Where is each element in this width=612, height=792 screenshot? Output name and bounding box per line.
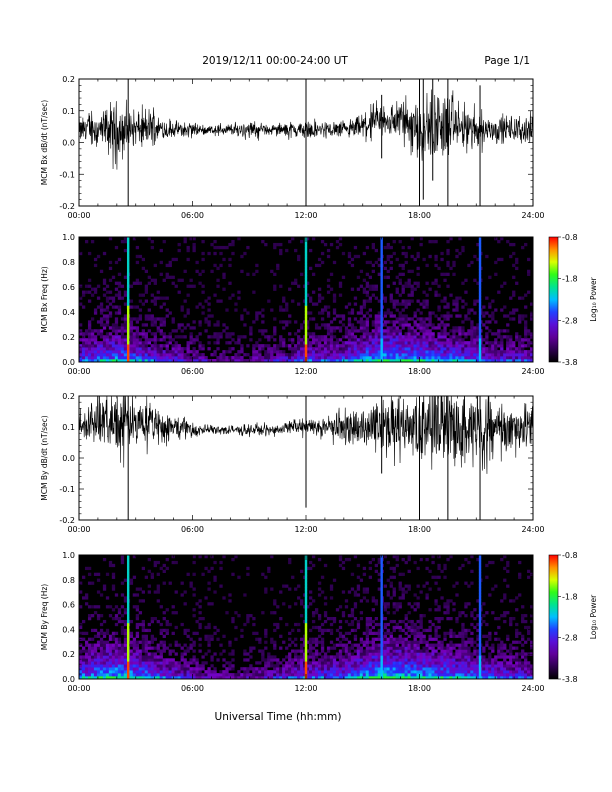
spike-2	[304, 237, 308, 363]
x-tick-label: 06:00	[181, 684, 204, 693]
heatmap-cells	[79, 555, 534, 680]
y-axis: -0.2 -0.1 0.0 0.1 0.2	[59, 75, 533, 211]
colorbar-tick-label: -3.8	[562, 358, 578, 367]
x-tick-label: 12:00	[294, 367, 317, 376]
x-tick-label: 12:00	[294, 525, 317, 534]
x-axis: 00:00 06:00 12:00 18:00 24:00	[67, 237, 545, 376]
x-tick-label: 24:00	[521, 684, 544, 693]
x-tick-label: 12:00	[294, 211, 317, 220]
y-tick-label: 0.0	[62, 139, 75, 148]
y-tick-label: 1.0	[62, 233, 75, 242]
y-tick-label: 0.8	[62, 258, 75, 267]
colorbar-tick-label: -2.8	[562, 316, 578, 325]
y-axis-label: MCM Bx Freq (Hz)	[40, 266, 49, 332]
y-axis-label: MCM By Freq (Hz)	[40, 584, 49, 650]
y-tick-label: 0.8	[62, 576, 75, 585]
y-tick-label: 0.2	[62, 650, 75, 659]
x-tick-label: 24:00	[521, 525, 544, 534]
y-tick-label: 0.4	[62, 308, 75, 317]
x-tick-label: 12:00	[294, 684, 317, 693]
x-tick-label: 06:00	[181, 367, 204, 376]
spike-1	[126, 555, 130, 680]
colorbar-label: Log₁₀ Power	[589, 594, 598, 639]
y-tick-label: -0.2	[59, 516, 75, 525]
colorbar: -0.8 -1.8 -2.8 -3.8 Log₁₀ Power	[548, 233, 598, 367]
y-axis: 0.0 0.2 0.4 0.6 0.8 1.0	[62, 233, 533, 367]
colorbar-tick-label: -0.8	[562, 233, 578, 242]
x-tick-label: 24:00	[521, 367, 544, 376]
y-tick-label: -0.1	[59, 170, 75, 179]
x-tick-label: 00:00	[67, 367, 90, 376]
x-axis: 00:00 06:00 12:00 18:00 24:00	[67, 555, 545, 693]
spike-3	[380, 555, 383, 680]
y-axis: -0.2 -0.1 0.0 0.1 0.2	[59, 392, 533, 525]
x-axis-title: Universal Time (hh:mm)	[215, 711, 342, 723]
y-tick-label: -0.1	[59, 485, 75, 494]
y-tick-label: 0.0	[62, 358, 75, 367]
x-axis: 00:00 06:00 12:00 18:00 24:00	[67, 396, 545, 534]
colorbar-gradient	[548, 554, 559, 680]
y-tick-label: 0.1	[62, 107, 75, 116]
x-tick-label: 00:00	[67, 211, 90, 220]
y-tick-label: 0.2	[62, 333, 75, 342]
x-tick-label: 00:00	[67, 684, 90, 693]
spike-4	[478, 237, 482, 363]
y-axis-label: MCM Bx dB/dt (nT/sec)	[40, 100, 49, 185]
y-axis: 0.0 0.2 0.4 0.6 0.8 1.0	[62, 551, 533, 684]
spike-1	[126, 237, 130, 363]
colorbar: -0.8 -1.8 -2.8 -3.8 Log₁₀ Power	[548, 551, 598, 684]
y-tick-label: 0.1	[62, 423, 75, 432]
panel-3: 00:00 06:00 12:00 18:00 24:00-0.2-0.10.00.10…	[40, 392, 545, 534]
colorbar-tick-label: -2.8	[562, 634, 578, 643]
y-tick-label: 0.2	[62, 392, 75, 401]
y-tick-label: 0.0	[62, 675, 75, 684]
x-tick-label: 06:00	[181, 525, 204, 534]
y-tick-label: 1.0	[62, 551, 75, 560]
y-tick-label: 0.6	[62, 283, 75, 292]
page-number: Page 1/1	[484, 55, 530, 67]
spike-2	[304, 555, 308, 680]
colorbar-tick-label: -1.8	[562, 592, 578, 601]
y-tick-label: -0.2	[59, 202, 75, 211]
panel-4: -0.8 -1.8 -2.8 -3.8 Log₁₀ Power 00:00 06:00 12:…	[40, 551, 598, 693]
spike-4	[478, 555, 482, 680]
x-axis: 00:00 06:00 12:00 18:00 24:00	[67, 79, 545, 220]
y-tick-label: 0.6	[62, 601, 75, 610]
x-tick-label: 06:00	[181, 211, 204, 220]
x-tick-label: 24:00	[521, 211, 544, 220]
y-axis-label: MCM By dB/dt (nT/sec)	[40, 415, 49, 500]
y-tick-label: 0.4	[62, 625, 75, 634]
date-range-title: 2019/12/11 00:00-24:00 UT	[202, 55, 348, 67]
colorbar-tick-label: -1.8	[562, 275, 578, 284]
x-tick-label: 18:00	[408, 684, 431, 693]
x-tick-label: 18:00	[408, 525, 431, 534]
spike-3	[380, 237, 383, 363]
y-tick-label: 0.2	[62, 75, 75, 84]
panel-2: -0.8 -1.8 -2.8 -3.8 Log₁₀ Power 00:00 06:00 12:…	[40, 233, 598, 376]
x-tick-label: 18:00	[408, 211, 431, 220]
x-tick-label: 18:00	[408, 367, 431, 376]
colorbar-gradient	[548, 236, 559, 363]
colorbar-tick-label: -0.8	[562, 551, 578, 560]
colorbar-tick-label: -3.8	[562, 675, 578, 684]
y-tick-label: 0.0	[62, 454, 75, 463]
panel-1: 00:00 06:00 12:00 18:00 24:00-0.2-0.10.00.10…	[40, 75, 545, 220]
colorbar-label: Log₁₀ Power	[589, 276, 598, 321]
x-tick-label: 00:00	[67, 525, 90, 534]
